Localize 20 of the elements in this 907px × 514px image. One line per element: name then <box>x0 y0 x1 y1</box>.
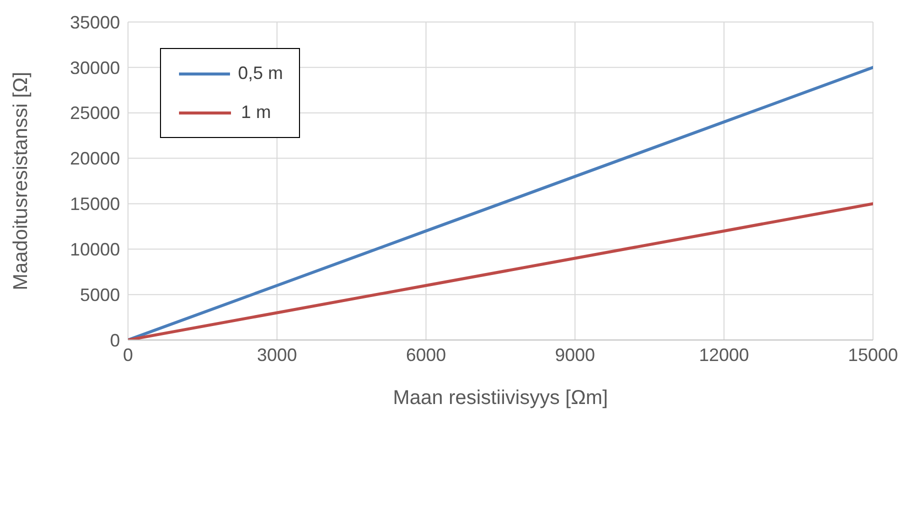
y-tick-label: 35000 <box>70 12 120 32</box>
x-tick-label: 12000 <box>698 344 750 365</box>
y-axis-title: Maadoitusresistanssi [Ω] <box>10 72 32 290</box>
y-tick-label: 10000 <box>70 240 120 260</box>
x-tick-label: 15000 <box>848 344 898 365</box>
y-tick-label: 20000 <box>70 148 120 169</box>
line-series <box>128 202 873 340</box>
y-tick-label: 30000 <box>70 58 120 78</box>
x-tick-label: 6000 <box>406 344 446 365</box>
x-tick-label: 3000 <box>256 344 298 365</box>
y-tick-label: 25000 <box>70 103 120 124</box>
x-tick-label: 0 <box>122 344 134 365</box>
y-tick-label: 0 <box>110 330 120 350</box>
x-axis-title: Maan resistiivisyys [Ωm] <box>393 387 608 409</box>
legend-label: 1 m <box>241 102 272 123</box>
x-tick-label: 9000 <box>554 344 596 365</box>
y-tick-label: 15000 <box>70 194 120 214</box>
line-series <box>128 66 873 340</box>
y-tick-label: 5000 <box>80 284 120 305</box>
legend-label: 0,5 m <box>238 63 283 84</box>
